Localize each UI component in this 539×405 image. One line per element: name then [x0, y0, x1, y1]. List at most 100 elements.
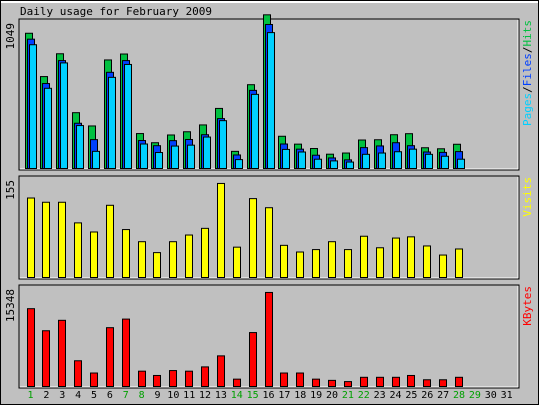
x-tick-label: 15	[247, 390, 259, 401]
bar-kbytes-day-6	[106, 327, 114, 387]
bar-pages-day-23	[378, 152, 386, 169]
x-tick-label: 20	[326, 390, 338, 401]
bar-visits-day-5	[90, 231, 98, 278]
x-tick-label: 17	[278, 390, 290, 401]
bar-pages-day-18	[298, 151, 306, 169]
day-labels: 1 2 3 4 5 6 7 8 9 10 11 12 13 14 15 16 17 18 19 20 21 22 23 24 2…	[27, 390, 512, 401]
bar-pages-day-4	[76, 125, 84, 169]
bar-visits-day-2	[42, 201, 50, 278]
bar-pages-day-14	[235, 159, 243, 169]
bar-visits-day-20	[328, 241, 336, 278]
bar-kbytes-day-26	[423, 379, 431, 387]
bar-kbytes-day-11	[185, 370, 193, 388]
x-tick-label: 5	[91, 390, 97, 401]
x-tick-label: 18	[294, 390, 306, 401]
kbytes-panel: 15348 KBytes	[4, 284, 534, 389]
bar-kbytes-day-24	[392, 376, 400, 388]
bar-pages-day-7	[124, 63, 132, 169]
x-tick-label: 21	[342, 390, 354, 401]
legend-entry: KBytes	[521, 286, 534, 326]
x-tick-label: 30	[485, 390, 497, 401]
x-tick-label: 24	[389, 390, 401, 401]
legend: Pages/Files/Hits	[521, 20, 534, 126]
x-tick-label: 28	[453, 390, 465, 401]
bar-kbytes-day-19	[312, 378, 320, 388]
bar-visits-day-15	[249, 198, 257, 278]
bar-visits-day-25	[407, 236, 415, 278]
bar-pages-day-2	[44, 87, 52, 169]
visits-panel: 155 Visits	[4, 175, 534, 280]
x-tick-label: 9	[154, 390, 160, 401]
bar-pages-day-12	[203, 136, 211, 170]
bar-pages-day-28	[457, 158, 465, 169]
bar-pages-day-22	[362, 153, 370, 170]
bar-visits-day-13	[217, 182, 225, 278]
bar-visits-day-22	[360, 235, 368, 278]
bar-kbytes-day-3	[58, 319, 66, 388]
bar-pages-day-20	[330, 160, 338, 169]
y-max-label: 1049	[4, 23, 17, 50]
bar-kbytes-day-18	[296, 372, 304, 388]
x-tick-label: 8	[139, 390, 145, 401]
x-tick-label: 2	[43, 390, 49, 401]
bar-pages-day-26	[425, 153, 433, 170]
bar-kbytes-day-9	[153, 374, 161, 388]
legend-entry: Pages	[521, 93, 534, 126]
bar-kbytes-day-16	[265, 291, 273, 388]
bar-visits-day-7	[122, 229, 130, 278]
x-tick-label: 4	[75, 390, 81, 401]
x-tick-label: 22	[358, 390, 370, 401]
bar-kbytes-day-8	[138, 370, 146, 388]
bar-kbytes-day-21	[344, 381, 352, 388]
series-kbytes	[27, 291, 463, 388]
bar-visits-day-27	[439, 254, 447, 279]
series-visits	[27, 182, 463, 279]
bar-pages-day-21	[346, 161, 354, 170]
chart-title: Daily usage for February 2009	[20, 5, 212, 18]
x-tick-label: 26	[421, 390, 433, 401]
bar-pages-day-9	[155, 152, 163, 170]
x-tick-label: 27	[437, 390, 449, 401]
x-tick-label: 1	[27, 390, 33, 401]
x-tick-label: 19	[310, 390, 322, 401]
bar-visits-day-19	[312, 249, 320, 279]
bar-visits-day-16	[265, 207, 273, 278]
x-tick-label: 13	[215, 390, 227, 401]
legend-entry: Files	[521, 53, 534, 86]
bar-kbytes-day-1	[27, 308, 35, 388]
bar-visits-day-3	[58, 201, 66, 278]
y-max-label: 155	[4, 180, 17, 200]
bar-kbytes-day-10	[169, 370, 177, 387]
bar-pages-day-10	[171, 145, 179, 169]
x-tick-label: 29	[469, 390, 481, 401]
bar-pages-day-5	[92, 150, 100, 170]
bar-pages-day-24	[394, 151, 402, 169]
bar-pages-day-11	[187, 144, 195, 170]
legend-entry: Visits	[521, 177, 534, 217]
legend-entry: /	[521, 47, 534, 54]
bar-pages-day-16	[267, 32, 275, 169]
bar-visits-day-28	[455, 248, 463, 278]
bar-kbytes-day-2	[42, 330, 50, 387]
bar-kbytes-day-15	[249, 332, 257, 388]
bar-visits-day-10	[169, 241, 177, 278]
x-tick-label: 16	[263, 390, 275, 401]
x-tick-label: 6	[107, 390, 113, 401]
bar-kbytes-day-22	[360, 376, 368, 388]
bar-visits-day-17	[280, 244, 288, 279]
series-pages	[29, 32, 465, 170]
bar-kbytes-day-13	[217, 355, 225, 388]
bar-kbytes-day-7	[122, 318, 130, 387]
bar-kbytes-day-27	[439, 379, 447, 387]
x-tick-label: 12	[199, 390, 211, 401]
bar-kbytes-day-14	[233, 378, 241, 388]
bar-kbytes-day-20	[328, 379, 336, 387]
bar-visits-day-14	[233, 246, 241, 278]
legend: Visits	[521, 177, 534, 217]
x-tick-label: 25	[405, 390, 417, 401]
bar-kbytes-day-4	[74, 360, 82, 387]
bar-pages-day-27	[441, 155, 449, 169]
